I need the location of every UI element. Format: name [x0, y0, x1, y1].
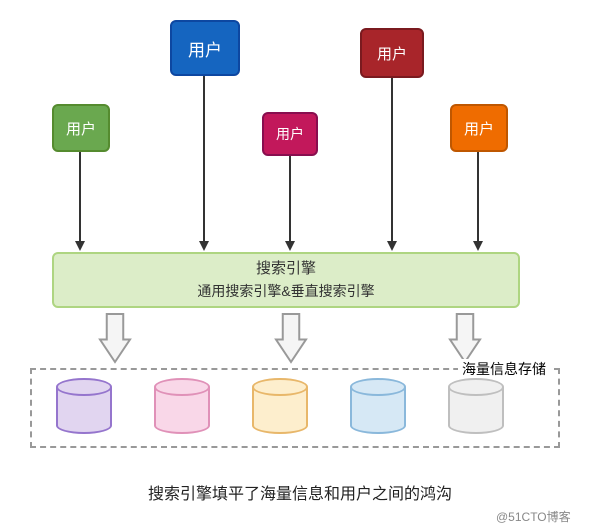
caption: 搜索引擎填平了海量信息和用户之间的鸿沟 [0, 480, 600, 504]
user-box-2: 用户 [262, 112, 318, 156]
storage-cylinder-4 [448, 378, 504, 434]
storage-cylinder-2 [252, 378, 308, 434]
storage-label: 海量信息存储 [458, 359, 550, 379]
arrow-line-2 [289, 156, 291, 242]
user-label: 用户 [377, 43, 407, 64]
arrow-head-1 [199, 241, 209, 251]
storage-cylinder-1 [154, 378, 210, 434]
block-arrow-1 [270, 312, 312, 366]
engine-subtitle: 通用搜索引擎&垂直搜索引擎 [197, 281, 374, 302]
user-box-3: 用户 [360, 28, 424, 78]
user-label: 用户 [276, 124, 304, 144]
search-engine-box: 搜索引擎通用搜索引擎&垂直搜索引擎 [52, 252, 520, 308]
user-box-1: 用户 [170, 20, 240, 76]
user-label: 用户 [188, 36, 222, 61]
storage-cylinder-3 [350, 378, 406, 434]
arrow-head-4 [473, 241, 483, 251]
arrow-line-1 [203, 76, 205, 242]
block-arrow-0 [94, 312, 136, 366]
arrow-head-3 [387, 241, 397, 251]
watermark: @51CTO博客 [496, 508, 571, 525]
arrow-line-4 [477, 152, 479, 242]
storage-cylinder-0 [56, 378, 112, 434]
arrow-head-2 [285, 241, 295, 251]
arrow-line-3 [391, 78, 393, 242]
user-box-4: 用户 [450, 104, 508, 152]
engine-title: 搜索引擎 [256, 258, 316, 281]
block-arrow-2 [444, 312, 486, 366]
user-box-0: 用户 [52, 104, 110, 152]
arrow-head-0 [75, 241, 85, 251]
user-label: 用户 [464, 118, 494, 139]
user-label: 用户 [66, 118, 96, 139]
arrow-line-0 [79, 152, 81, 242]
